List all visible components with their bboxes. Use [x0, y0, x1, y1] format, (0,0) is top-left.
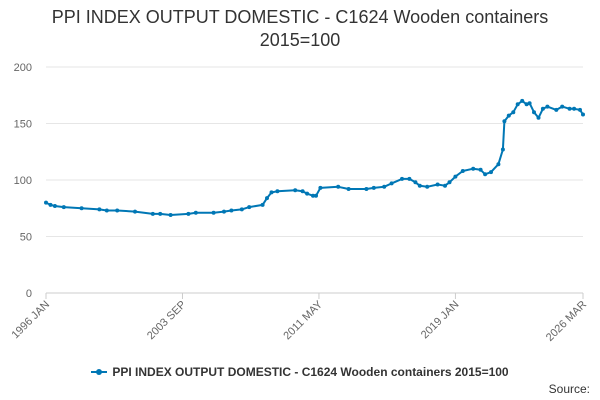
- chart-title: PPI INDEX OUTPUT DOMESTIC - C1624 Wooden…: [0, 6, 600, 52]
- legend-line-marker-icon: [91, 368, 108, 376]
- data-point: [269, 190, 274, 195]
- data-point: [305, 191, 310, 196]
- data-point: [382, 184, 387, 189]
- data-point: [524, 102, 529, 107]
- y-tick-label: 50: [20, 232, 32, 244]
- y-tick-label: 100: [14, 175, 32, 187]
- x-tick-label: 2026 MAR: [544, 299, 589, 344]
- data-point: [554, 107, 559, 112]
- data-point: [133, 209, 137, 214]
- data-point: [186, 211, 191, 216]
- legend[interactable]: PPI INDEX OUTPUT DOMESTIC - C1624 Wooden…: [0, 365, 600, 379]
- x-tick-label: 1996 JAN: [9, 299, 52, 342]
- x-tick-label: 2003 SEP: [145, 299, 189, 343]
- data-point: [275, 189, 280, 194]
- chart-title-line-2: 2015=100: [259, 30, 341, 50]
- data-point: [489, 170, 493, 175]
- data-point: [300, 189, 305, 194]
- data-point: [318, 185, 323, 190]
- data-point: [336, 184, 341, 189]
- data-point: [346, 187, 351, 191]
- data-point: [540, 106, 545, 111]
- data-point: [536, 115, 541, 120]
- x-tick-label: 2011 MAY: [281, 298, 325, 342]
- data-point: [265, 196, 269, 201]
- data-point: [314, 193, 318, 198]
- grid-lines: [46, 66, 583, 237]
- data-point: [578, 107, 582, 112]
- y-tick-label: 150: [14, 119, 32, 131]
- data-point: [520, 98, 525, 103]
- data-point: [425, 184, 430, 189]
- data-point: [158, 211, 163, 216]
- data-point: [104, 208, 109, 213]
- data-point: [239, 207, 244, 212]
- data-point: [247, 205, 252, 210]
- data-point: [447, 180, 452, 185]
- data-point: [511, 110, 516, 115]
- data-point: [545, 104, 550, 109]
- data-point: [502, 119, 507, 124]
- data-point: [453, 174, 458, 179]
- data-point: [193, 210, 198, 215]
- data-point: [413, 180, 418, 185]
- data-point: [496, 162, 501, 167]
- data-point: [168, 213, 173, 217]
- data-point: [567, 106, 572, 111]
- legend-item[interactable]: PPI INDEX OUTPUT DOMESTIC - C1624 Wooden…: [91, 365, 509, 379]
- data-point: [311, 193, 315, 198]
- legend-label: PPI INDEX OUTPUT DOMESTIC - C1624 Wooden…: [112, 365, 509, 379]
- data-point: [417, 183, 422, 188]
- data-point: [560, 104, 565, 109]
- x-tick-label: 2019 JAN: [419, 299, 462, 342]
- data-point: [44, 200, 48, 205]
- data-point: [211, 210, 216, 215]
- data-point: [229, 208, 234, 213]
- data-point: [435, 182, 440, 187]
- data-point: [471, 166, 476, 171]
- data-point: [61, 205, 66, 210]
- data-point: [527, 101, 532, 106]
- series-line: [45, 99, 584, 216]
- chart-title-line-1: PPI INDEX OUTPUT DOMESTIC - C1624 Wooden…: [51, 7, 549, 27]
- data-point: [293, 188, 298, 193]
- data-point: [260, 202, 265, 207]
- y-tick-label: 0: [26, 288, 32, 300]
- data-point: [97, 207, 102, 212]
- data-point: [400, 176, 404, 181]
- data-point: [460, 169, 465, 173]
- series-layer: [44, 98, 585, 217]
- data-point: [115, 208, 120, 213]
- data-point: [500, 147, 505, 152]
- data-point: [407, 176, 412, 181]
- data-point: [532, 110, 536, 115]
- data-point: [364, 187, 369, 191]
- data-point: [52, 204, 57, 208]
- data-point: [222, 209, 226, 214]
- data-point: [48, 202, 53, 207]
- data-point: [443, 183, 447, 188]
- data-point: [506, 113, 511, 118]
- data-point: [478, 167, 483, 172]
- data-point: [483, 172, 488, 177]
- data-point: [389, 181, 394, 186]
- data-point: [371, 185, 376, 190]
- data-point: [79, 206, 84, 211]
- data-point: [515, 102, 520, 107]
- source-label: Source:: [548, 382, 590, 396]
- data-point: [572, 106, 577, 111]
- data-point: [581, 112, 585, 117]
- y-tick-label: 200: [14, 62, 32, 74]
- data-point: [150, 211, 155, 216]
- axes: 0 50 100 150 200 1996 JAN 2003 SEP 2011 MAY 2019…: [9, 62, 589, 344]
